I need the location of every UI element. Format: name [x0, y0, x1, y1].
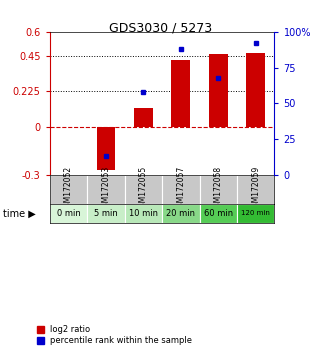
Text: GSM172059: GSM172059: [251, 166, 260, 212]
Text: GDS3030 / 5273: GDS3030 / 5273: [109, 21, 212, 34]
Legend: log2 ratio, percentile rank within the sample: log2 ratio, percentile rank within the s…: [36, 325, 193, 346]
Bar: [209, 54, 228, 127]
FancyBboxPatch shape: [87, 204, 125, 223]
FancyBboxPatch shape: [50, 204, 87, 223]
Text: 20 min: 20 min: [166, 209, 195, 218]
FancyBboxPatch shape: [200, 175, 237, 204]
FancyBboxPatch shape: [50, 175, 87, 204]
Text: GSM172053: GSM172053: [101, 166, 110, 212]
Text: GSM172055: GSM172055: [139, 166, 148, 212]
FancyBboxPatch shape: [87, 175, 125, 204]
Text: 10 min: 10 min: [129, 209, 158, 218]
Text: 120 min: 120 min: [241, 210, 270, 216]
Text: GSM172052: GSM172052: [64, 166, 73, 212]
FancyBboxPatch shape: [162, 175, 200, 204]
FancyBboxPatch shape: [200, 204, 237, 223]
Text: 0 min: 0 min: [56, 209, 80, 218]
Bar: [97, 127, 115, 170]
FancyBboxPatch shape: [125, 204, 162, 223]
FancyBboxPatch shape: [237, 204, 274, 223]
Text: GSM172058: GSM172058: [214, 166, 223, 212]
FancyBboxPatch shape: [237, 175, 274, 204]
Bar: [171, 61, 190, 127]
FancyBboxPatch shape: [162, 204, 200, 223]
Text: 60 min: 60 min: [204, 209, 233, 218]
Text: time ▶: time ▶: [3, 208, 36, 218]
Bar: [134, 108, 153, 127]
Bar: [247, 52, 265, 127]
Text: 5 min: 5 min: [94, 209, 118, 218]
Text: GSM172057: GSM172057: [176, 166, 185, 212]
FancyBboxPatch shape: [125, 175, 162, 204]
